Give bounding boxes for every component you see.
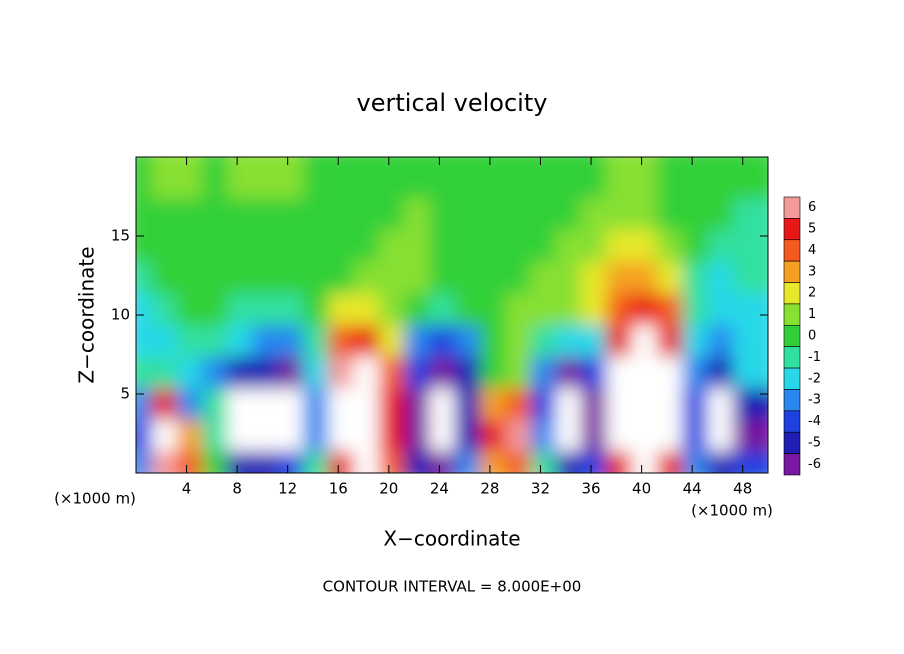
colorbar-box xyxy=(783,260,801,283)
x-tick-label: 16 xyxy=(329,480,348,498)
y-tick-label: 5 xyxy=(120,385,130,403)
colorbar-label: 6 xyxy=(808,200,816,215)
y-tick-label: 10 xyxy=(111,306,130,324)
colorbar-label: 1 xyxy=(808,307,816,322)
colorbar-label: 3 xyxy=(808,264,816,279)
x-tick-label: 44 xyxy=(683,480,702,498)
x-tick-label: 40 xyxy=(632,480,651,498)
colorbar-box xyxy=(783,282,801,305)
colorbar-box xyxy=(783,453,801,476)
colorbar-box xyxy=(783,431,801,454)
x-tick-label: 32 xyxy=(531,480,550,498)
x-axis-label: X−coordinate xyxy=(383,527,520,551)
colorbar-box xyxy=(783,239,801,262)
colorbar-label: -6 xyxy=(808,457,821,472)
colorbar-label: -3 xyxy=(808,393,821,408)
colorbar-box xyxy=(783,410,801,433)
y-axis-label: Z−coordinate xyxy=(75,246,99,383)
colorbar-label: -5 xyxy=(808,435,821,450)
colorbar-label: 5 xyxy=(808,222,816,237)
x-tick-label: 8 xyxy=(232,480,242,498)
colorbar-box xyxy=(783,346,801,369)
cells xyxy=(136,157,768,473)
x-tick-label: 48 xyxy=(733,480,752,498)
colorbar-box xyxy=(783,367,801,390)
colorbar-label: 2 xyxy=(808,286,816,301)
x-tick-label: 20 xyxy=(379,480,398,498)
field xyxy=(136,157,768,473)
colorbar-box xyxy=(783,303,801,326)
colorbar-label: -1 xyxy=(808,350,821,365)
x-tick-label: 36 xyxy=(581,480,600,498)
colorbar-box xyxy=(783,196,801,219)
x-tick-label: 28 xyxy=(480,480,499,498)
colorbar-label: -4 xyxy=(808,414,821,429)
colorbar-label: 4 xyxy=(808,243,816,258)
annotation: CONTOUR INTERVAL = 8.000E+00 xyxy=(323,578,582,596)
x-tick-label: 12 xyxy=(278,480,297,498)
y-tick-label: 15 xyxy=(111,227,130,245)
colorbar-label: -2 xyxy=(808,371,821,386)
colorbar-box xyxy=(783,325,801,347)
x-unit-label: (×1000 m) xyxy=(54,490,136,508)
x-unit-label: (×1000 m) xyxy=(691,502,773,520)
colorbar-box xyxy=(783,389,801,412)
x-tick-label: 24 xyxy=(430,480,449,498)
colorbar-box xyxy=(783,218,801,241)
colorbar-label: 0 xyxy=(808,329,816,344)
axes: 4 8 12 16 20 24 28 32 36 40 44 48510156543210-1-2-3… xyxy=(111,156,821,498)
chart-title: vertical velocity xyxy=(357,89,548,117)
cell xyxy=(732,157,768,199)
x-tick-label: 4 xyxy=(182,480,192,498)
